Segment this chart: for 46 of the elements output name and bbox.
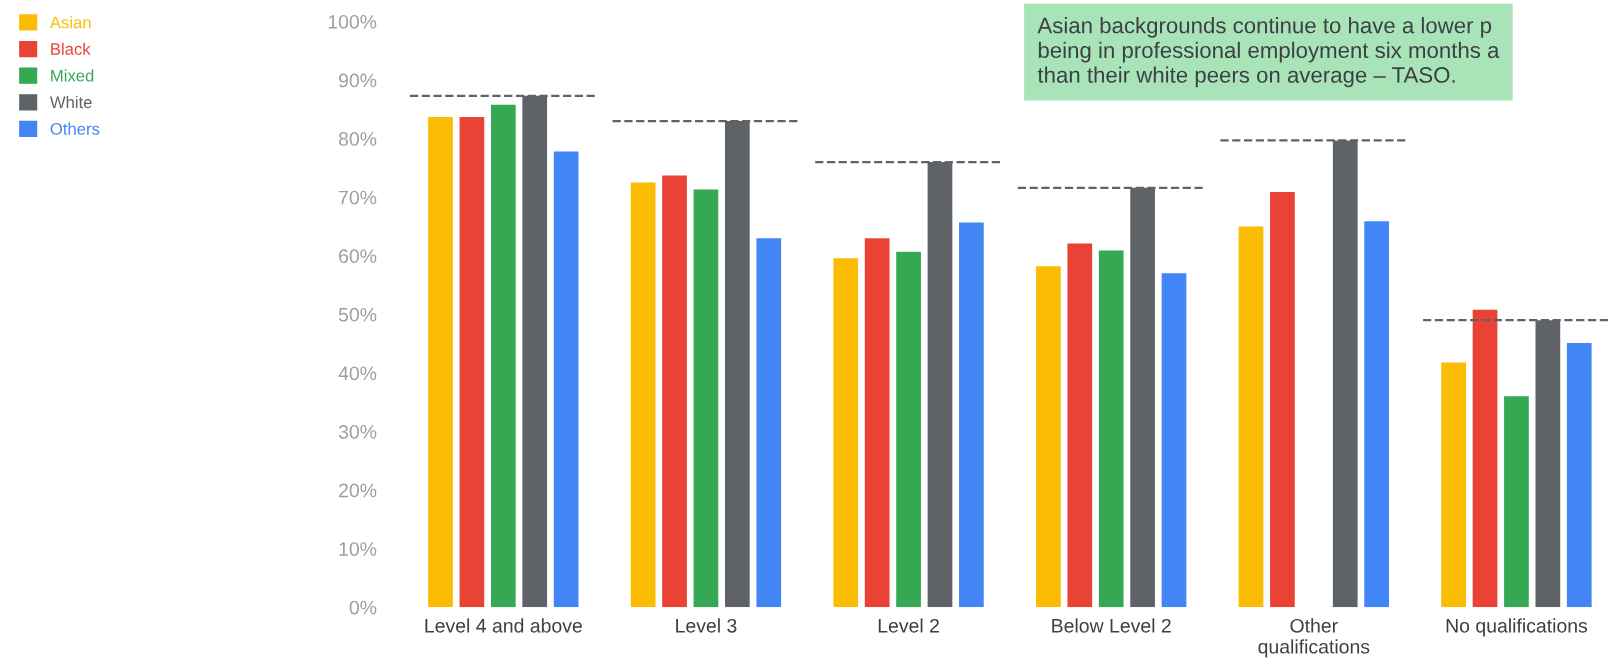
bar <box>662 175 687 608</box>
y-tick-label: 80% <box>338 132 377 146</box>
bar <box>959 222 984 608</box>
y-tick-label: 10% <box>339 542 377 556</box>
bar <box>864 238 890 608</box>
bar <box>693 189 719 608</box>
bar <box>630 182 656 608</box>
y-tick-label: 60% <box>339 249 377 264</box>
y-tick-label: 20% <box>339 483 377 498</box>
bar <box>428 116 453 608</box>
bar <box>1472 309 1498 608</box>
y-tick-label: 30% <box>338 424 377 439</box>
bar <box>1067 243 1093 608</box>
bar <box>459 116 485 608</box>
x-tick-label: Below Level 2 <box>1052 618 1171 633</box>
legend-label: Mixed <box>51 69 94 82</box>
bar <box>1364 221 1389 608</box>
x-tick-label: Other qualifications <box>1258 618 1370 658</box>
bar <box>1504 396 1529 608</box>
bar <box>756 238 782 608</box>
legend-label: White <box>49 95 92 109</box>
bar <box>833 258 859 608</box>
y-tick-label: 40% <box>338 366 377 381</box>
legend-label: Black <box>51 42 91 55</box>
bar <box>1566 343 1592 608</box>
x-tick-label: No qualifications <box>1446 618 1588 637</box>
bar <box>490 104 516 608</box>
bar <box>1098 250 1124 608</box>
legend-label: Others <box>50 122 100 135</box>
y-tick-label: 50% <box>338 307 377 322</box>
bar <box>553 151 579 608</box>
y-tick-label: 90% <box>339 73 377 88</box>
x-tick-label: Level 4 and above <box>425 618 582 633</box>
bar <box>1036 266 1061 608</box>
legend-label: Asian <box>49 16 91 29</box>
bar <box>896 251 921 608</box>
y-tick-label: 100% <box>328 14 377 29</box>
x-tick-label: Level 3 <box>676 618 737 633</box>
bar <box>1441 362 1466 608</box>
bar <box>1161 273 1187 608</box>
y-tick-label: 0% <box>349 600 377 615</box>
bar <box>1238 226 1264 608</box>
x-tick-label: Level 2 <box>878 618 939 633</box>
y-tick-label: 70% <box>339 190 377 205</box>
bar <box>1270 191 1295 608</box>
annotation: Asian backgrounds continue to have a lower p being in professional employment six months a than their white peers on average – TASO. <box>1037 17 1500 88</box>
